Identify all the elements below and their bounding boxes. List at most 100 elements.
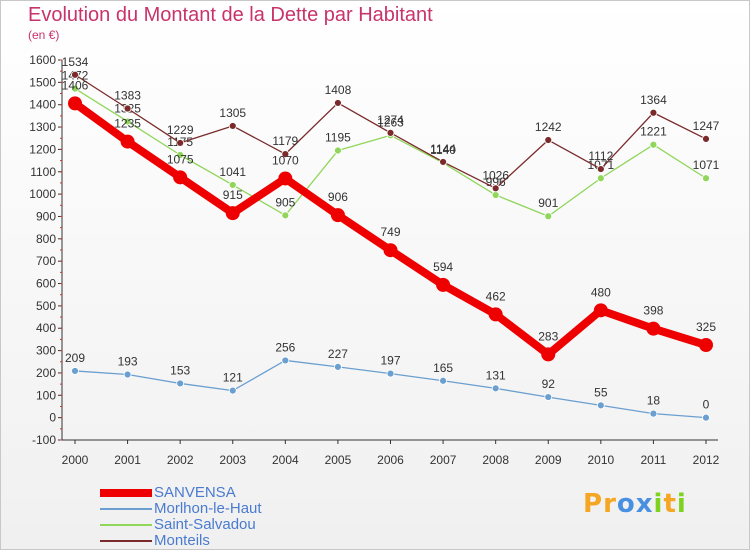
data-point: [281, 211, 290, 220]
data-label: 1263: [377, 115, 404, 129]
y-tick-label: 0: [49, 411, 56, 425]
data-label: 1041: [219, 165, 246, 179]
legend-label: Saint-Salvadou: [154, 516, 256, 533]
data-label: 1274: [377, 113, 404, 127]
data-label: 153: [170, 363, 190, 377]
x-tick-label: 2002: [167, 453, 194, 467]
y-tick-label: 1600: [29, 53, 56, 67]
legend-label: Monteils: [154, 532, 210, 549]
data-point: [334, 146, 342, 155]
x-tick-label: 2008: [482, 453, 509, 467]
logo-letter: i: [653, 489, 664, 519]
data-point: [176, 379, 185, 388]
data-label: 1144: [430, 142, 456, 156]
data-label: 1070: [272, 153, 299, 167]
data-point: [228, 386, 237, 395]
data-point: [596, 174, 605, 183]
legend-swatch: [100, 540, 152, 542]
data-label: 1383: [114, 89, 141, 103]
y-tick-label: 700: [36, 254, 56, 268]
data-label: 1071: [693, 158, 720, 172]
data-point: [71, 84, 79, 93]
data-point: [228, 122, 237, 130]
data-point: [699, 338, 713, 352]
data-label: 1112: [588, 149, 613, 163]
data-label: 1229: [167, 123, 194, 137]
proxiti-logo: Proxiti: [583, 488, 687, 519]
data-point: [71, 367, 79, 375]
legend-item: Saint-Salvadou: [100, 516, 360, 534]
y-tick-label: 800: [36, 232, 56, 246]
y-tick-label: 1200: [29, 142, 56, 156]
chart-title: Evolution du Montant de la Dette par Hab…: [28, 4, 433, 26]
data-point: [491, 384, 500, 393]
data-point: [541, 347, 556, 362]
data-label: 193: [118, 355, 138, 369]
x-tick-label: 2012: [693, 453, 720, 467]
data-point: [649, 108, 658, 117]
legend-swatch: [100, 524, 152, 526]
data-point: [120, 134, 135, 149]
y-tick-label: 900: [36, 209, 56, 223]
data-label: 594: [433, 260, 453, 274]
data-point: [702, 135, 710, 143]
data-label: 462: [486, 289, 506, 303]
data-label: 165: [433, 361, 453, 375]
data-point: [68, 96, 82, 111]
data-label: 18: [647, 394, 661, 408]
data-label: 1075: [167, 152, 194, 166]
data-point: [439, 376, 447, 385]
y-tick-label: 1000: [29, 187, 56, 201]
x-tick-label: 2011: [641, 453, 667, 467]
data-point: [383, 243, 398, 258]
data-label: 1364: [640, 93, 667, 107]
logo-letter: r: [603, 489, 617, 519]
x-tick-label: 2003: [219, 453, 246, 467]
data-point: [649, 140, 658, 149]
data-point: [491, 184, 500, 193]
y-tick-label: 1100: [30, 165, 56, 179]
y-tick-label: 100: [36, 388, 56, 402]
data-label: 1235: [114, 117, 141, 131]
legend-swatch: [100, 508, 152, 510]
data-label: 1408: [325, 83, 352, 97]
data-point: [593, 303, 608, 318]
data-label: 749: [380, 225, 400, 239]
data-point: [123, 104, 132, 113]
data-label: 1195: [325, 131, 351, 145]
y-tick-label: -100: [32, 433, 56, 447]
legend-item: SANVENSA: [100, 484, 360, 502]
data-point: [436, 277, 451, 292]
data-point: [176, 139, 185, 147]
data-label: 283: [538, 329, 558, 343]
data-point: [544, 212, 553, 221]
data-point: [176, 151, 185, 159]
y-tick-label: 400: [36, 321, 56, 335]
chart-subtitle: (en €): [28, 28, 60, 42]
data-label: 398: [643, 304, 663, 318]
data-label: 325: [696, 320, 716, 334]
x-tick-label: 2005: [325, 453, 352, 467]
x-tick-label: 2001: [114, 453, 141, 467]
x-tick-label: 2000: [62, 453, 89, 467]
data-point: [439, 158, 447, 166]
legend: SANVENSA Morlhon-le-Haut Saint-Salvadou Mon…: [100, 484, 360, 550]
legend-label: Morlhon-le-Haut: [154, 500, 262, 517]
logo-letter: i: [676, 489, 687, 519]
data-point: [488, 307, 503, 322]
data-point: [386, 369, 395, 378]
data-point: [123, 117, 132, 126]
data-point: [123, 370, 132, 379]
x-tick-label: 2006: [377, 453, 404, 467]
data-point: [544, 393, 553, 401]
x-tick-label: 2007: [430, 453, 457, 467]
data-point: [596, 401, 605, 410]
data-point: [649, 409, 658, 418]
x-tick-label: 2010: [587, 453, 614, 467]
data-label: 480: [591, 285, 611, 299]
data-label: 55: [594, 385, 608, 399]
data-label: 227: [328, 347, 348, 361]
legend-swatch: [100, 489, 152, 497]
data-label: 905: [275, 195, 295, 209]
